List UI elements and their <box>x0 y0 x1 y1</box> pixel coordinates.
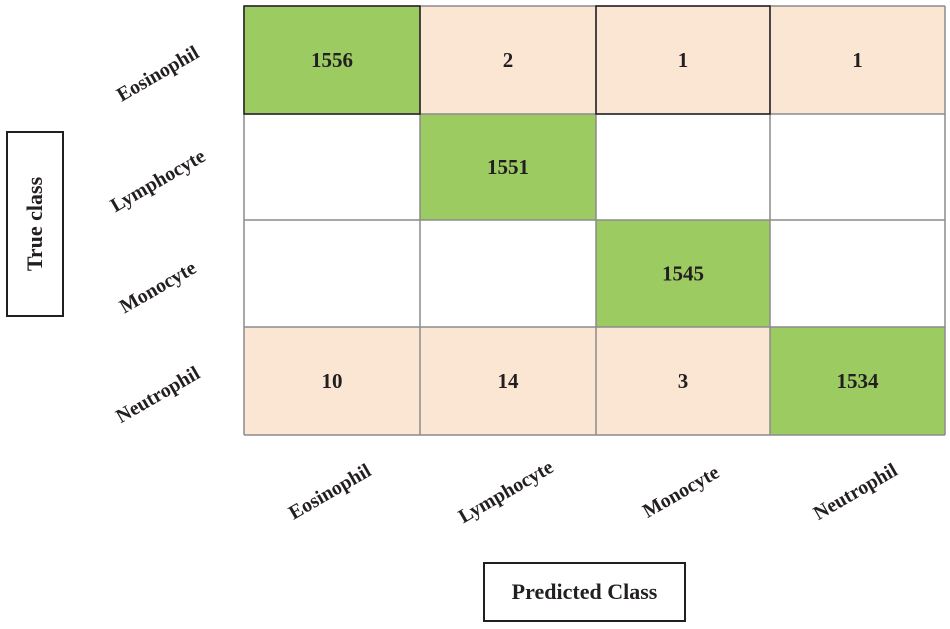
cell-value: 14 <box>498 369 520 393</box>
x-axis-label-box: Predicted Class <box>483 562 686 622</box>
cell-outline <box>595 5 771 115</box>
cell-neutrophil-monocyte <box>596 327 770 435</box>
cell-lymphocyte-lymphocyte <box>420 114 596 220</box>
y-tick-neutrophil: Neutrophil <box>112 362 204 428</box>
cell-value: 1534 <box>837 369 880 393</box>
y-tick-lymphocyte: Lymphocyte <box>107 145 210 217</box>
cell-neutrophil-eosinophil <box>244 327 420 435</box>
x-tick-neutrophil: Neutrophil <box>810 459 902 525</box>
cell-value: 1 <box>678 48 689 72</box>
x-tick-lymphocyte: Lymphocyte <box>455 456 558 528</box>
cell-neutrophil-lymphocyte <box>420 327 596 435</box>
cell-lymphocyte-neutrophil <box>770 114 945 220</box>
cell-monocyte-monocyte <box>596 220 770 327</box>
cell-eosinophil-neutrophil <box>770 6 945 114</box>
cell-value: 1556 <box>311 48 353 72</box>
cell-value: 1545 <box>662 262 704 286</box>
x-tick-eosinophil: Eosinophil <box>285 459 375 524</box>
cell-value: 3 <box>678 369 689 393</box>
cell-eosinophil-lymphocyte <box>420 6 596 114</box>
y-axis-label-box: True class <box>6 131 64 317</box>
y-axis-label: True class <box>22 176 47 272</box>
cell-neutrophil-neutrophil <box>770 327 945 435</box>
matrix-cells: 1556 2 1 1 1551 1545 10 14 3 1534 <box>244 6 945 435</box>
cell-eosinophil-monocyte <box>596 6 770 114</box>
x-tick-labels: Eosinophil Lymphocyte Monocyte Neutrophil <box>285 456 902 528</box>
cell-value: 1551 <box>487 155 529 179</box>
cell-lymphocyte-eosinophil <box>244 114 420 220</box>
cell-monocyte-neutrophil <box>770 220 945 327</box>
cell-value: 2 <box>503 48 514 72</box>
x-axis-label: Predicted Class <box>511 579 658 604</box>
cell-value: 10 <box>322 369 343 393</box>
y-tick-labels: Eosinophil Lymphocyte Monocyte Neutrophil <box>107 41 210 427</box>
cell-monocyte-eosinophil <box>244 220 420 327</box>
cell-outline <box>243 5 421 115</box>
x-tick-monocyte: Monocyte <box>639 461 723 522</box>
cell-value: 1 <box>852 48 863 72</box>
cell-eosinophil-eosinophil <box>244 6 420 114</box>
cell-monocyte-lymphocyte <box>420 220 596 327</box>
matrix-gridlines <box>243 5 946 436</box>
cell-lymphocyte-monocyte <box>596 114 770 220</box>
y-tick-monocyte: Monocyte <box>116 257 200 318</box>
y-tick-eosinophil: Eosinophil <box>113 41 203 106</box>
